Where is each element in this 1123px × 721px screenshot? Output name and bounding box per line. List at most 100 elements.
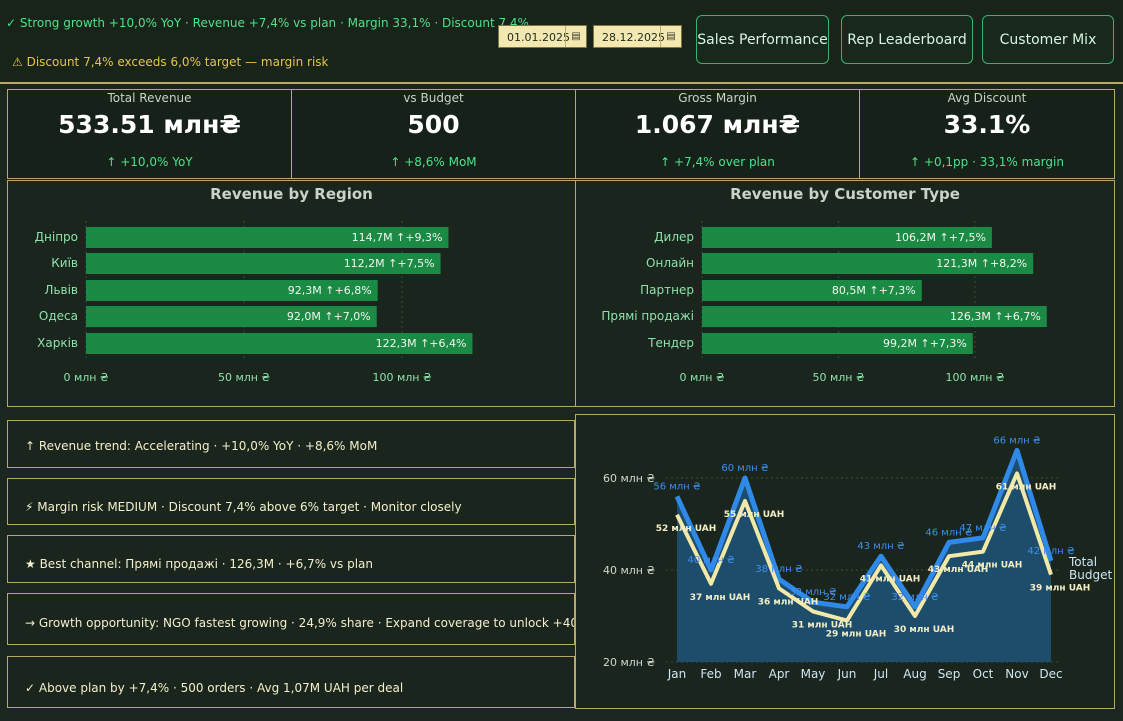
total-data-label: 55 млн UAH <box>724 510 785 520</box>
total-line <box>675 471 1053 623</box>
monthly-revenue-panel: 60 млн ₴ 40 млн ₴ 20 млн ₴ Jan Feb Mar Apr May J… <box>575 414 1115 709</box>
customer-mix-button[interactable]: Customer Mix <box>982 15 1114 64</box>
insight-above-plan: ✓ Above plan by +7,4% · 500 orders · Avg… <box>7 656 575 708</box>
bar <box>702 333 973 354</box>
kpi-gross-margin: Gross Margin 1.067 млн₴ ↑ +7,4% over pla… <box>575 89 860 179</box>
y-tick-label: 60 млн ₴ <box>603 472 655 485</box>
sales-performance-button[interactable]: Sales Performance <box>696 15 829 64</box>
budget-data-label: 46 млн ₴ <box>925 527 973 538</box>
category-label: Тендер <box>647 336 694 350</box>
category-label: Партнер <box>640 283 694 297</box>
category-label: Дилер <box>654 230 694 244</box>
bar <box>702 253 1034 274</box>
bar <box>86 227 449 248</box>
calendar-icon[interactable]: ▤ <box>565 26 586 47</box>
bar <box>702 227 992 248</box>
category-label: Львів <box>44 283 78 297</box>
insight-revenue-trend: ↑ Revenue trend: Accelerating · +10,0% Y… <box>7 420 575 468</box>
bar-value-label: 99,2M ↑+7,3% <box>883 337 967 350</box>
x-tick-label: Oct <box>973 667 994 681</box>
category-label: Одеса <box>39 309 78 323</box>
total-data-label: 36 млн UAH <box>758 597 819 607</box>
monthly-revenue-chart: 60 млн ₴ 40 млн ₴ 20 млн ₴ Jan Feb Mar Apr May J… <box>603 435 1112 681</box>
budget-data-label: 56 млн ₴ <box>653 481 701 492</box>
total-data-label: 29 млн UAH <box>826 630 887 640</box>
insight-text: ★ Best channel: Прямі продажі · 126,3M ·… <box>25 557 373 571</box>
kpi-label: Total Revenue <box>107 91 192 105</box>
x-tick-label: Feb <box>700 667 721 681</box>
revenue-by-customer-type-panel: Revenue by Customer Type 0 млн ₴ 50 млн ₴… <box>575 180 1115 407</box>
budget-data-label: 33 млн ₴ <box>789 587 837 598</box>
header-bar: ✓ Strong growth +10,0% YoY · Revenue +7,… <box>0 0 1123 84</box>
status-summary: ✓ Strong growth +10,0% YoY · Revenue +7,… <box>6 16 529 30</box>
budget-data-label: 32 млн ₴ <box>823 592 871 603</box>
kpi-avg-discount: Avg Discount 33.1% ↑ +0,1pp · 33,1% marg… <box>859 89 1115 179</box>
total-data-label: 39 млн UAH <box>1030 584 1091 594</box>
total-data-label: 41 млн UAH <box>860 574 921 584</box>
x-tick-label: May <box>801 667 826 681</box>
kpi-value: 1.067 млн₴ <box>634 110 801 139</box>
discount-warning: ⚠ Discount 7,4% exceeds 6,0% target — ma… <box>12 55 329 69</box>
rep-leaderboard-button[interactable]: Rep Leaderboard <box>841 15 973 64</box>
bar <box>702 280 922 301</box>
x-tick-label: Mar <box>734 667 757 681</box>
insight-text: ↑ Revenue trend: Accelerating · +10,0% Y… <box>25 439 378 453</box>
chart-title: Revenue by Region <box>210 185 373 203</box>
budget-data-label: 40 млн ₴ <box>687 555 735 566</box>
budget-data-label: 32 млн ₴ <box>891 592 939 603</box>
series-label-budget: Budget <box>1069 568 1112 582</box>
bar <box>86 333 473 354</box>
kpi-delta: ↑ +8,6% MoM <box>390 155 477 169</box>
budget-area <box>677 450 1051 662</box>
chart-title: Revenue by Customer Type <box>730 185 960 203</box>
date-from-picker[interactable]: 01.01.2025 ▤ <box>498 25 587 48</box>
y-tick-label: 40 млн ₴ <box>603 564 655 577</box>
x-tick-label: Jun <box>837 667 857 681</box>
total-data-label: 30 млн UAH <box>894 625 955 635</box>
x-tick-label: Dec <box>1039 667 1062 681</box>
x-tick-label: 100 млн ₴ <box>372 371 431 384</box>
bar-value-label: 112,2M ↑+7,5% <box>344 257 435 270</box>
x-tick-label: Apr <box>769 667 790 681</box>
x-tick-label: Sep <box>938 667 961 681</box>
y-tick-label: 20 млн ₴ <box>603 656 655 669</box>
kpi-delta: ↑ +0,1pp · 33,1% margin <box>910 155 1064 169</box>
bar-value-label: 126,3M ↑+6,7% <box>950 310 1041 323</box>
kpi-label: vs Budget <box>403 91 464 105</box>
x-tick-label: 50 млн ₴ <box>218 371 270 384</box>
budget-data-label: 38 млн ₴ <box>755 564 803 575</box>
x-tick-label: 0 млн ₴ <box>679 371 724 384</box>
bar <box>86 306 377 327</box>
bar-value-label: 121,3M ↑+8,2% <box>936 257 1027 270</box>
x-tick-label: Aug <box>903 667 926 681</box>
date-to-picker[interactable]: 28.12.2025 ▤ <box>593 25 682 48</box>
category-label: Дніпро <box>35 230 78 244</box>
x-tick-label: 0 млн ₴ <box>63 371 108 384</box>
x-tick-label: Jan <box>667 667 687 681</box>
date-from-value: 01.01.2025 <box>507 31 570 44</box>
kpi-delta: ↑ +10,0% YoY <box>106 155 193 169</box>
kpi-vs-budget: vs Budget 500 ↑ +8,6% MoM <box>291 89 576 179</box>
insight-growth-opportunity: → Growth opportunity: NGO fastest growin… <box>7 593 575 645</box>
budget-data-label: 42 млн ₴ <box>1027 546 1075 557</box>
date-to-value: 28.12.2025 <box>602 31 665 44</box>
budget-data-label: 43 млн ₴ <box>857 541 905 552</box>
revenue-by-region-panel: Revenue by Region 0 млн ₴ 50 млн ₴ 100 млн… <box>7 180 576 407</box>
kpi-value: 500 <box>407 110 460 139</box>
category-label: Прямі продажі <box>601 309 694 323</box>
category-label: Онлайн <box>646 256 694 270</box>
bar-value-label: 92,3M ↑+6,8% <box>288 284 372 297</box>
insight-best-channel: ★ Best channel: Прямі продажі · 126,3M ·… <box>7 535 575 583</box>
bar <box>86 253 441 274</box>
kpi-value: 33.1% <box>943 110 1031 139</box>
insight-text: → Growth opportunity: NGO fastest growin… <box>25 616 575 630</box>
budget-line <box>674 447 1054 610</box>
kpi-label: Avg Discount <box>947 91 1027 105</box>
bar-value-label: 122,3M ↑+6,4% <box>376 337 467 350</box>
category-label: Харків <box>37 336 78 350</box>
budget-data-label: 60 млн ₴ <box>721 463 769 474</box>
calendar-icon[interactable]: ▤ <box>660 26 681 47</box>
insight-margin-risk: ⚡ Margin risk MEDIUM · Discount 7,4% abo… <box>7 478 575 525</box>
kpi-label: Gross Margin <box>678 91 757 105</box>
x-tick-label: 50 млн ₴ <box>812 371 864 384</box>
